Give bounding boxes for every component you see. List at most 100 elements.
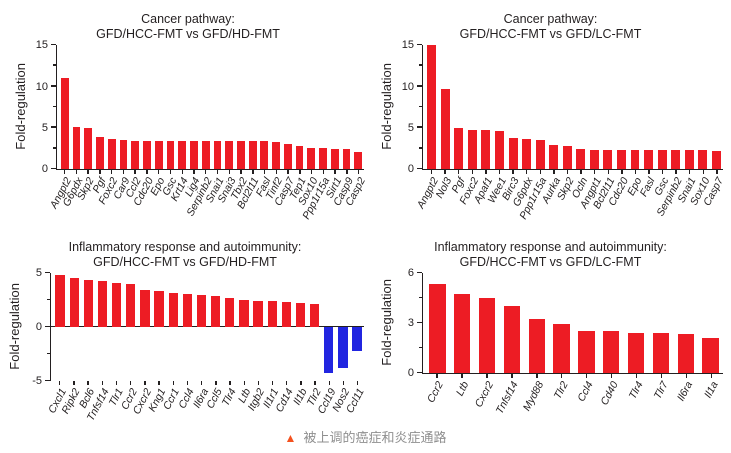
x-slot: Foxc2	[457, 169, 481, 234]
chart-body: Fold-regulation 0 5 10 15 Angpt2 Nol3 Pgf Foxc…	[378, 39, 726, 234]
bar-slot	[574, 45, 588, 169]
bar-slot	[153, 45, 165, 169]
bar-slot	[475, 273, 500, 373]
y-tick-label: 15	[35, 39, 48, 52]
bar-Cd40	[603, 330, 620, 373]
x-slot: Ocln	[569, 169, 590, 234]
bar-Epo	[630, 149, 640, 169]
bar-Tep1	[295, 146, 304, 169]
bar-slot	[176, 45, 188, 169]
x-slot: Aurka	[539, 169, 563, 234]
x-tick	[252, 169, 254, 174]
y-tick-label: 10	[35, 80, 48, 93]
y-axis: 0 3 6	[395, 267, 422, 379]
chart-body: Fold-regulation 0 3 6 Ccr2 Ltb Cxcr2 Tnfsf14 M…	[378, 267, 723, 422]
bar-Wee1	[495, 131, 504, 169]
bar-slot	[294, 45, 306, 169]
x-slot: Gsc	[160, 169, 179, 234]
bar-slot	[588, 45, 602, 169]
x-slot: Tinf2	[264, 169, 285, 234]
bar-G6pdx	[72, 127, 81, 169]
x-tick	[115, 380, 118, 385]
bar-slot	[124, 273, 138, 381]
bar-Pgf	[454, 128, 464, 169]
bar-Casp2	[354, 151, 363, 169]
bar-Skp2	[562, 146, 572, 169]
bar-slot	[574, 273, 599, 373]
x-slot: Snai1	[203, 169, 227, 234]
x-slot: Pgf	[450, 169, 468, 234]
x-tick	[240, 169, 242, 174]
bar-Skp2	[84, 128, 93, 169]
bar-slots	[53, 273, 364, 381]
y-tick-label: 0	[35, 321, 42, 334]
x-tick	[310, 169, 313, 174]
bar-Il1r1	[267, 300, 277, 327]
bar-slot	[624, 273, 649, 373]
x-slot: Wee1	[485, 169, 508, 234]
bar-slot	[141, 45, 153, 169]
x-tick-label: Il1a	[701, 379, 721, 400]
x-slot: Ppp1r15a	[517, 169, 549, 234]
x-tick	[59, 380, 61, 385]
x-slot: Fasl	[254, 169, 274, 234]
x-tick-label: Tlr2	[551, 379, 571, 401]
bar-Angpt1	[589, 149, 599, 169]
bar-Car9	[119, 140, 128, 169]
x-tick-label: Ccl4	[575, 379, 596, 404]
y-axis: 0 5 10 15	[395, 39, 422, 175]
bar-Sirt1	[330, 148, 339, 169]
bar-Nos2	[338, 326, 348, 368]
x-slot: Nol3	[433, 169, 454, 234]
x-tick-label: Ltb	[453, 379, 472, 398]
x-slot: Cd40	[598, 373, 623, 422]
x-tick	[634, 169, 637, 174]
x-slot: Ripk2	[60, 380, 83, 433]
x-tick	[342, 380, 345, 385]
x-tick	[561, 373, 563, 378]
bar-Tlr4	[627, 332, 645, 373]
x-tick-label: Myd88	[520, 379, 546, 413]
x-slot: Il1r1	[261, 380, 282, 433]
y-tick-label: 15	[401, 39, 414, 52]
x-slot: Krt14	[169, 169, 191, 234]
x-tick	[200, 380, 203, 385]
x-tick	[99, 169, 101, 174]
bar-Ppp1r15a	[319, 147, 327, 169]
bar-Casp9	[342, 148, 351, 169]
bar-slots	[425, 273, 723, 373]
bar-slot	[223, 45, 235, 169]
y-tick	[51, 85, 56, 87]
bar-Tlr2	[553, 324, 570, 373]
bar-Snai1	[684, 149, 694, 169]
bar-Epo	[154, 141, 163, 169]
bar-slot	[601, 45, 615, 169]
x-tick	[130, 380, 132, 385]
x-tick	[87, 380, 89, 385]
x-tick	[566, 169, 569, 174]
bar-Lig4	[190, 141, 198, 169]
x-slot: Cd14	[273, 380, 296, 433]
x-tick	[263, 169, 266, 174]
bar-slot	[696, 45, 710, 169]
plot-area	[422, 44, 723, 170]
x-slot: Myd88	[520, 373, 549, 422]
bar-Bcl6	[83, 280, 94, 327]
bar-Ccl4	[578, 330, 595, 373]
x-slot: Tep1	[288, 169, 309, 234]
bar-slot	[194, 273, 208, 381]
x-slot: Sox10	[296, 169, 321, 234]
y-tick	[51, 126, 56, 128]
plot-column: Angpt2 Nol3 Pgf Foxc2 Apaf1 Wee1 Birc3 G6pdx Ppp…	[414, 44, 726, 234]
y-tick	[51, 167, 56, 170]
bar-Casp7	[283, 143, 292, 169]
x-slot: Fasl	[638, 169, 658, 234]
bar-slot	[67, 273, 81, 381]
y-tick	[417, 126, 422, 128]
bar-Tinf2	[272, 142, 280, 169]
x-axis-labels: Angpt2 G6pdx Skp2 Pgf Foxc2 Car9 Ccl2 Cdc20 Epo G…	[47, 169, 368, 234]
y-tick	[53, 105, 56, 108]
chart-title-line1: Cancer pathway:	[141, 12, 235, 26]
bar-slot	[352, 45, 364, 169]
bar-Ltb	[239, 299, 249, 327]
